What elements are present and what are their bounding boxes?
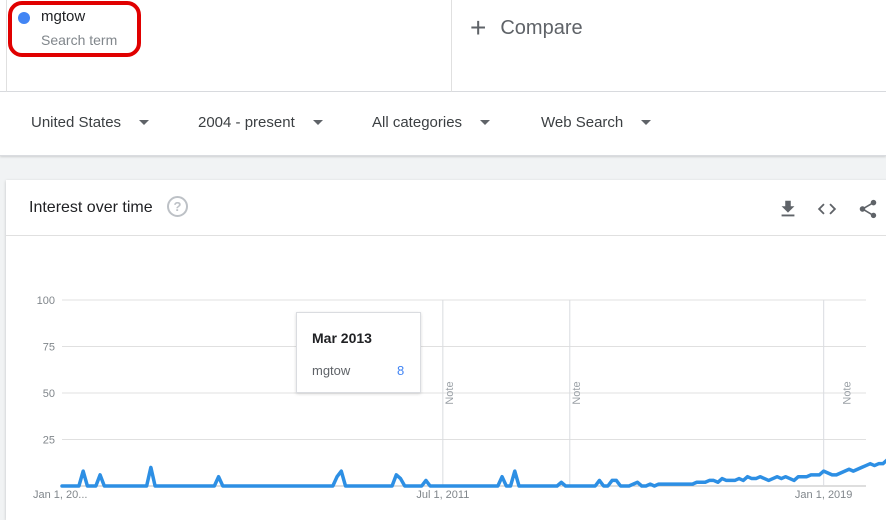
compare-button[interactable]: + Compare [470, 12, 583, 44]
filter-region[interactable]: United States [31, 114, 150, 131]
plus-icon: + [470, 12, 487, 43]
interest-over-time-card: Interest over time ? [6, 180, 886, 520]
card-header: Interest over time ? [6, 180, 886, 236]
search-term-subtitle: Search term [41, 32, 118, 48]
y-tick-label: 25 [43, 435, 55, 447]
note-marker[interactable]: Note [842, 381, 854, 404]
help-circle-icon[interactable]: ? [167, 196, 188, 217]
hover-tooltip: Mar 2013 mgtow 8 [296, 312, 421, 393]
card-title: Interest over time [29, 199, 153, 216]
note-marker[interactable]: Note [444, 381, 456, 404]
y-tick-label: 100 [37, 295, 55, 307]
tooltip-value: 8 [397, 363, 405, 378]
filter-category[interactable]: All categories [372, 114, 491, 131]
dropdown-caret-icon [139, 120, 150, 125]
filter-region-label: United States [31, 114, 122, 131]
dropdown-caret-icon [312, 120, 323, 125]
search-terms-bar: mgtow Search term + Compare [0, 0, 886, 92]
filter-bar: United States 2004 - present All categor… [0, 92, 886, 156]
interest-line-chart: 100 75 50 25 Jan 1, 20... Jul 1, 2011 Jan 1, … [33, 295, 886, 501]
filter-time-range[interactable]: 2004 - present [198, 114, 323, 131]
note-marker[interactable]: Note [571, 381, 583, 404]
dropdown-caret-icon [641, 120, 652, 125]
tooltip-series-name: mgtow [312, 363, 351, 378]
filter-search-type-label: Web Search [541, 114, 624, 131]
series-line-mgtow [60, 458, 886, 488]
x-tick-label: Jul 1, 2011 [416, 489, 469, 501]
tooltip-date: Mar 2013 [312, 330, 372, 346]
embed-code-icon[interactable] [816, 198, 838, 220]
y-tick-label: 75 [43, 342, 55, 354]
x-tick-label: Jan 1, 20... [33, 489, 87, 501]
filter-category-label: All categories [372, 114, 463, 131]
share-icon[interactable] [857, 198, 879, 220]
search-term-name[interactable]: mgtow [41, 8, 86, 25]
x-tick-label: Jan 1, 2019 [795, 489, 853, 501]
filter-search-type[interactable]: Web Search [541, 114, 652, 131]
dropdown-caret-icon [480, 120, 491, 125]
filter-time-range-label: 2004 - present [198, 114, 295, 131]
compare-label: Compare [500, 16, 583, 39]
y-tick-label: 50 [43, 388, 55, 400]
series-color-dot [18, 12, 30, 24]
download-icon[interactable] [777, 198, 799, 220]
